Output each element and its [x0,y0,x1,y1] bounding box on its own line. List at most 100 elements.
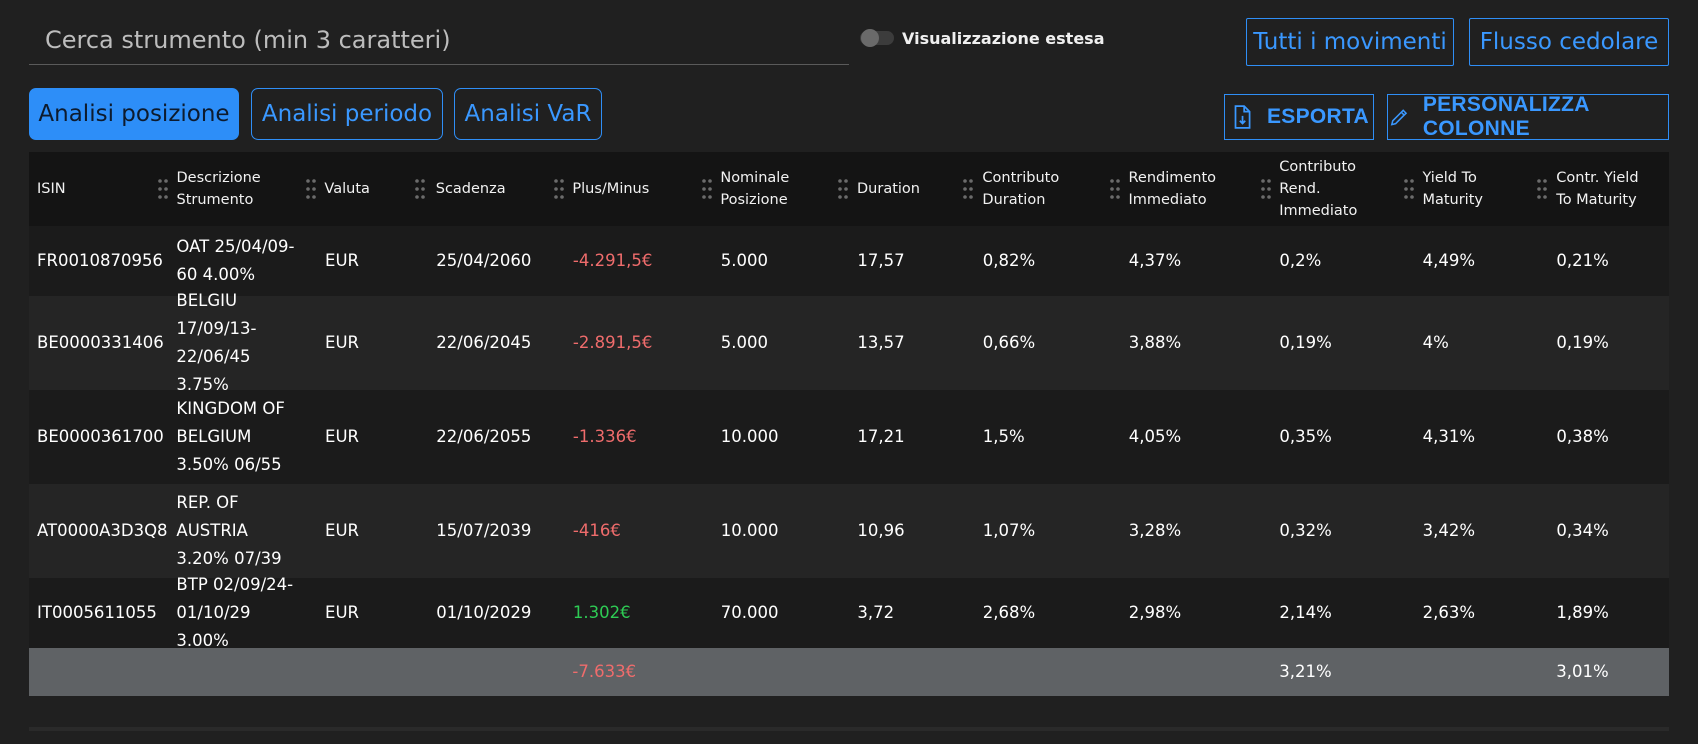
search-input[interactable] [29,16,849,64]
cell-contrib-immediate-yield: 2,14% [1279,603,1332,622]
cell-plus-minus: -4.291,5€ [572,251,653,270]
cell-plus-minus: -416€ [572,521,621,540]
drag-handle-icon[interactable] [1403,178,1415,200]
table-row[interactable]: IT0005611055 BTP 02/09/24-01/10/29 3.00% E… [29,575,1669,650]
cell-contrib-immediate-yield: 0,32% [1279,521,1332,540]
drag-handle-icon[interactable] [1536,178,1548,200]
column-header-nominal[interactable]: Nominale Posizione [712,152,849,226]
drag-handle-icon[interactable] [1260,178,1272,200]
cell-duration: 13,57 [857,333,905,352]
tab-var-analysis[interactable]: Analisi VaR [454,88,602,140]
column-header-label: Descrizione Strumento [176,170,261,208]
cell-nominal: 70.000 [720,603,779,622]
column-header-label: Duration [857,181,920,197]
cell-contrib-duration: 0,66% [982,333,1036,352]
table-row[interactable]: BE0000331406 BELGIU 17/09/13-22/06/45 3.7… [29,291,1669,394]
cell-duration: 3,72 [857,603,895,622]
cell-description: BELGIU 17/09/13-22/06/45 3.75% [176,291,257,394]
column-header-contrib-immediate-yield[interactable]: Contributo Rend. Immediato [1271,152,1415,226]
cell-plus-minus: -1.336€ [572,427,637,446]
cell-contrib-ytm: 0,38% [1556,427,1609,446]
tab-position-analysis[interactable]: Analisi posizione [29,88,239,140]
table-row[interactable]: BE0000361700 KINGDOM OF BELGIUM 3.50% 06/… [29,390,1669,484]
cell-plus-minus: 1.302€ [572,603,631,622]
cell-currency: EUR [325,427,359,446]
export-button[interactable]: ESPORTA [1224,94,1374,140]
column-header-label: Valuta [324,181,370,197]
all-movements-button[interactable]: Tutti i movimenti [1246,18,1454,66]
extended-view-toggle[interactable]: Visualizzazione estesa [860,26,1104,50]
column-header-label: Contr. Yield To Maturity [1556,170,1639,208]
column-header-duration[interactable]: Duration [849,152,974,226]
drag-handle-icon[interactable] [305,178,317,200]
total-cell-contrib-immediate-yield: 3,21% [1279,662,1332,681]
cell-contrib-ytm: 0,21% [1556,251,1609,270]
cell-immediate-yield: 3,88% [1128,333,1182,352]
export-label: ESPORTA [1266,105,1370,128]
customize-columns-button[interactable]: PERSONALIZZA COLONNE [1387,93,1669,140]
coupon-flow-button[interactable]: Flusso cedolare [1469,18,1669,66]
drag-handle-icon[interactable] [553,178,565,200]
toggle-switch[interactable] [860,29,894,47]
tab-period-analysis[interactable]: Analisi periodo [251,88,443,140]
drag-handle-icon[interactable] [701,178,713,200]
drag-handle-icon[interactable] [962,178,974,200]
cell-contrib-ytm: 0,19% [1556,333,1609,352]
table-body: FR0010870956 OAT 25/04/09-60 4.00% EUR 25/0… [29,226,1669,650]
toggle-knob [861,29,879,47]
cell-plus-minus: -2.891,5€ [572,333,653,352]
cell-contrib-duration: 2,68% [982,603,1036,622]
cell-contrib-duration: 0,82% [982,251,1036,270]
cell-duration: 17,21 [857,427,905,446]
cell-ytm: 4% [1422,333,1449,352]
cell-duration: 17,57 [857,251,905,270]
column-header-immediate-yield[interactable]: Rendimento Immediato [1120,152,1272,226]
drag-handle-icon[interactable] [837,178,849,200]
cell-contrib-ytm: 0,34% [1556,521,1609,540]
column-header-plus-minus[interactable]: Plus/Minus [564,152,713,226]
file-download-icon [1234,105,1251,129]
cell-isin: FR0010870956 [37,251,163,270]
table-row[interactable]: FR0010870956 OAT 25/04/09-60 4.00% EUR 25/0… [29,226,1669,296]
search-bar[interactable] [29,16,849,65]
cell-immediate-yield: 3,28% [1128,521,1182,540]
cell-contrib-duration: 1,5% [982,427,1025,446]
cell-ytm: 2,63% [1422,603,1476,622]
drag-handle-icon[interactable] [157,178,169,200]
column-header-label: Contributo Duration [982,170,1060,208]
column-header-isin[interactable]: ISIN [29,152,168,226]
column-header-contrib-ytm[interactable]: Contr. Yield To Maturity [1548,152,1669,226]
column-header-ytm[interactable]: Yield To Maturity [1414,152,1548,226]
column-header-description[interactable]: Descrizione Strumento [168,152,317,226]
drag-handle-icon[interactable] [414,178,426,200]
cell-contrib-ytm: 1,89% [1556,603,1609,622]
totals-row: -7.633€ 3,21% 3,01% [29,648,1669,696]
cell-nominal: 10.000 [720,521,779,540]
cell-isin: IT0005611055 [37,603,157,622]
cell-immediate-yield: 4,37% [1128,251,1182,270]
table-header: ISIN Descrizione Strumento Valuta Scadenza P… [29,152,1669,226]
cell-maturity: 22/06/2055 [436,427,532,446]
toggle-label: Visualizzazione estesa [902,28,1105,48]
column-header-maturity[interactable]: Scadenza [428,152,565,226]
total-cell-contrib-ytm: 3,01% [1556,662,1609,681]
cell-currency: EUR [325,521,359,540]
cell-description: BTP 02/09/24-01/10/29 3.00% [176,575,294,650]
table-row[interactable]: AT0000A3D3Q8 REP. OF AUSTRIA 3.20% 07/39 E… [29,484,1669,578]
drag-handle-icon[interactable] [1109,178,1121,200]
column-header-label: Nominale Posizione [720,170,790,208]
cell-isin: BE0000331406 [37,333,164,352]
cell-ytm: 4,31% [1422,427,1476,446]
cell-isin: BE0000361700 [37,427,164,446]
column-header-label: ISIN [37,181,66,197]
positions-table: ISIN Descrizione Strumento Valuta Scadenza P… [29,152,1669,696]
pencil-icon [1390,109,1408,126]
column-header-contrib-duration[interactable]: Contributo Duration [974,152,1121,226]
column-header-currency[interactable]: Valuta [316,152,427,226]
cell-contrib-duration: 1,07% [982,521,1036,540]
cell-ytm: 4,49% [1422,251,1476,270]
table-bottom-border [29,727,1669,731]
cell-currency: EUR [325,603,359,622]
column-header-label: Contributo Rend. Immediato [1279,159,1358,219]
